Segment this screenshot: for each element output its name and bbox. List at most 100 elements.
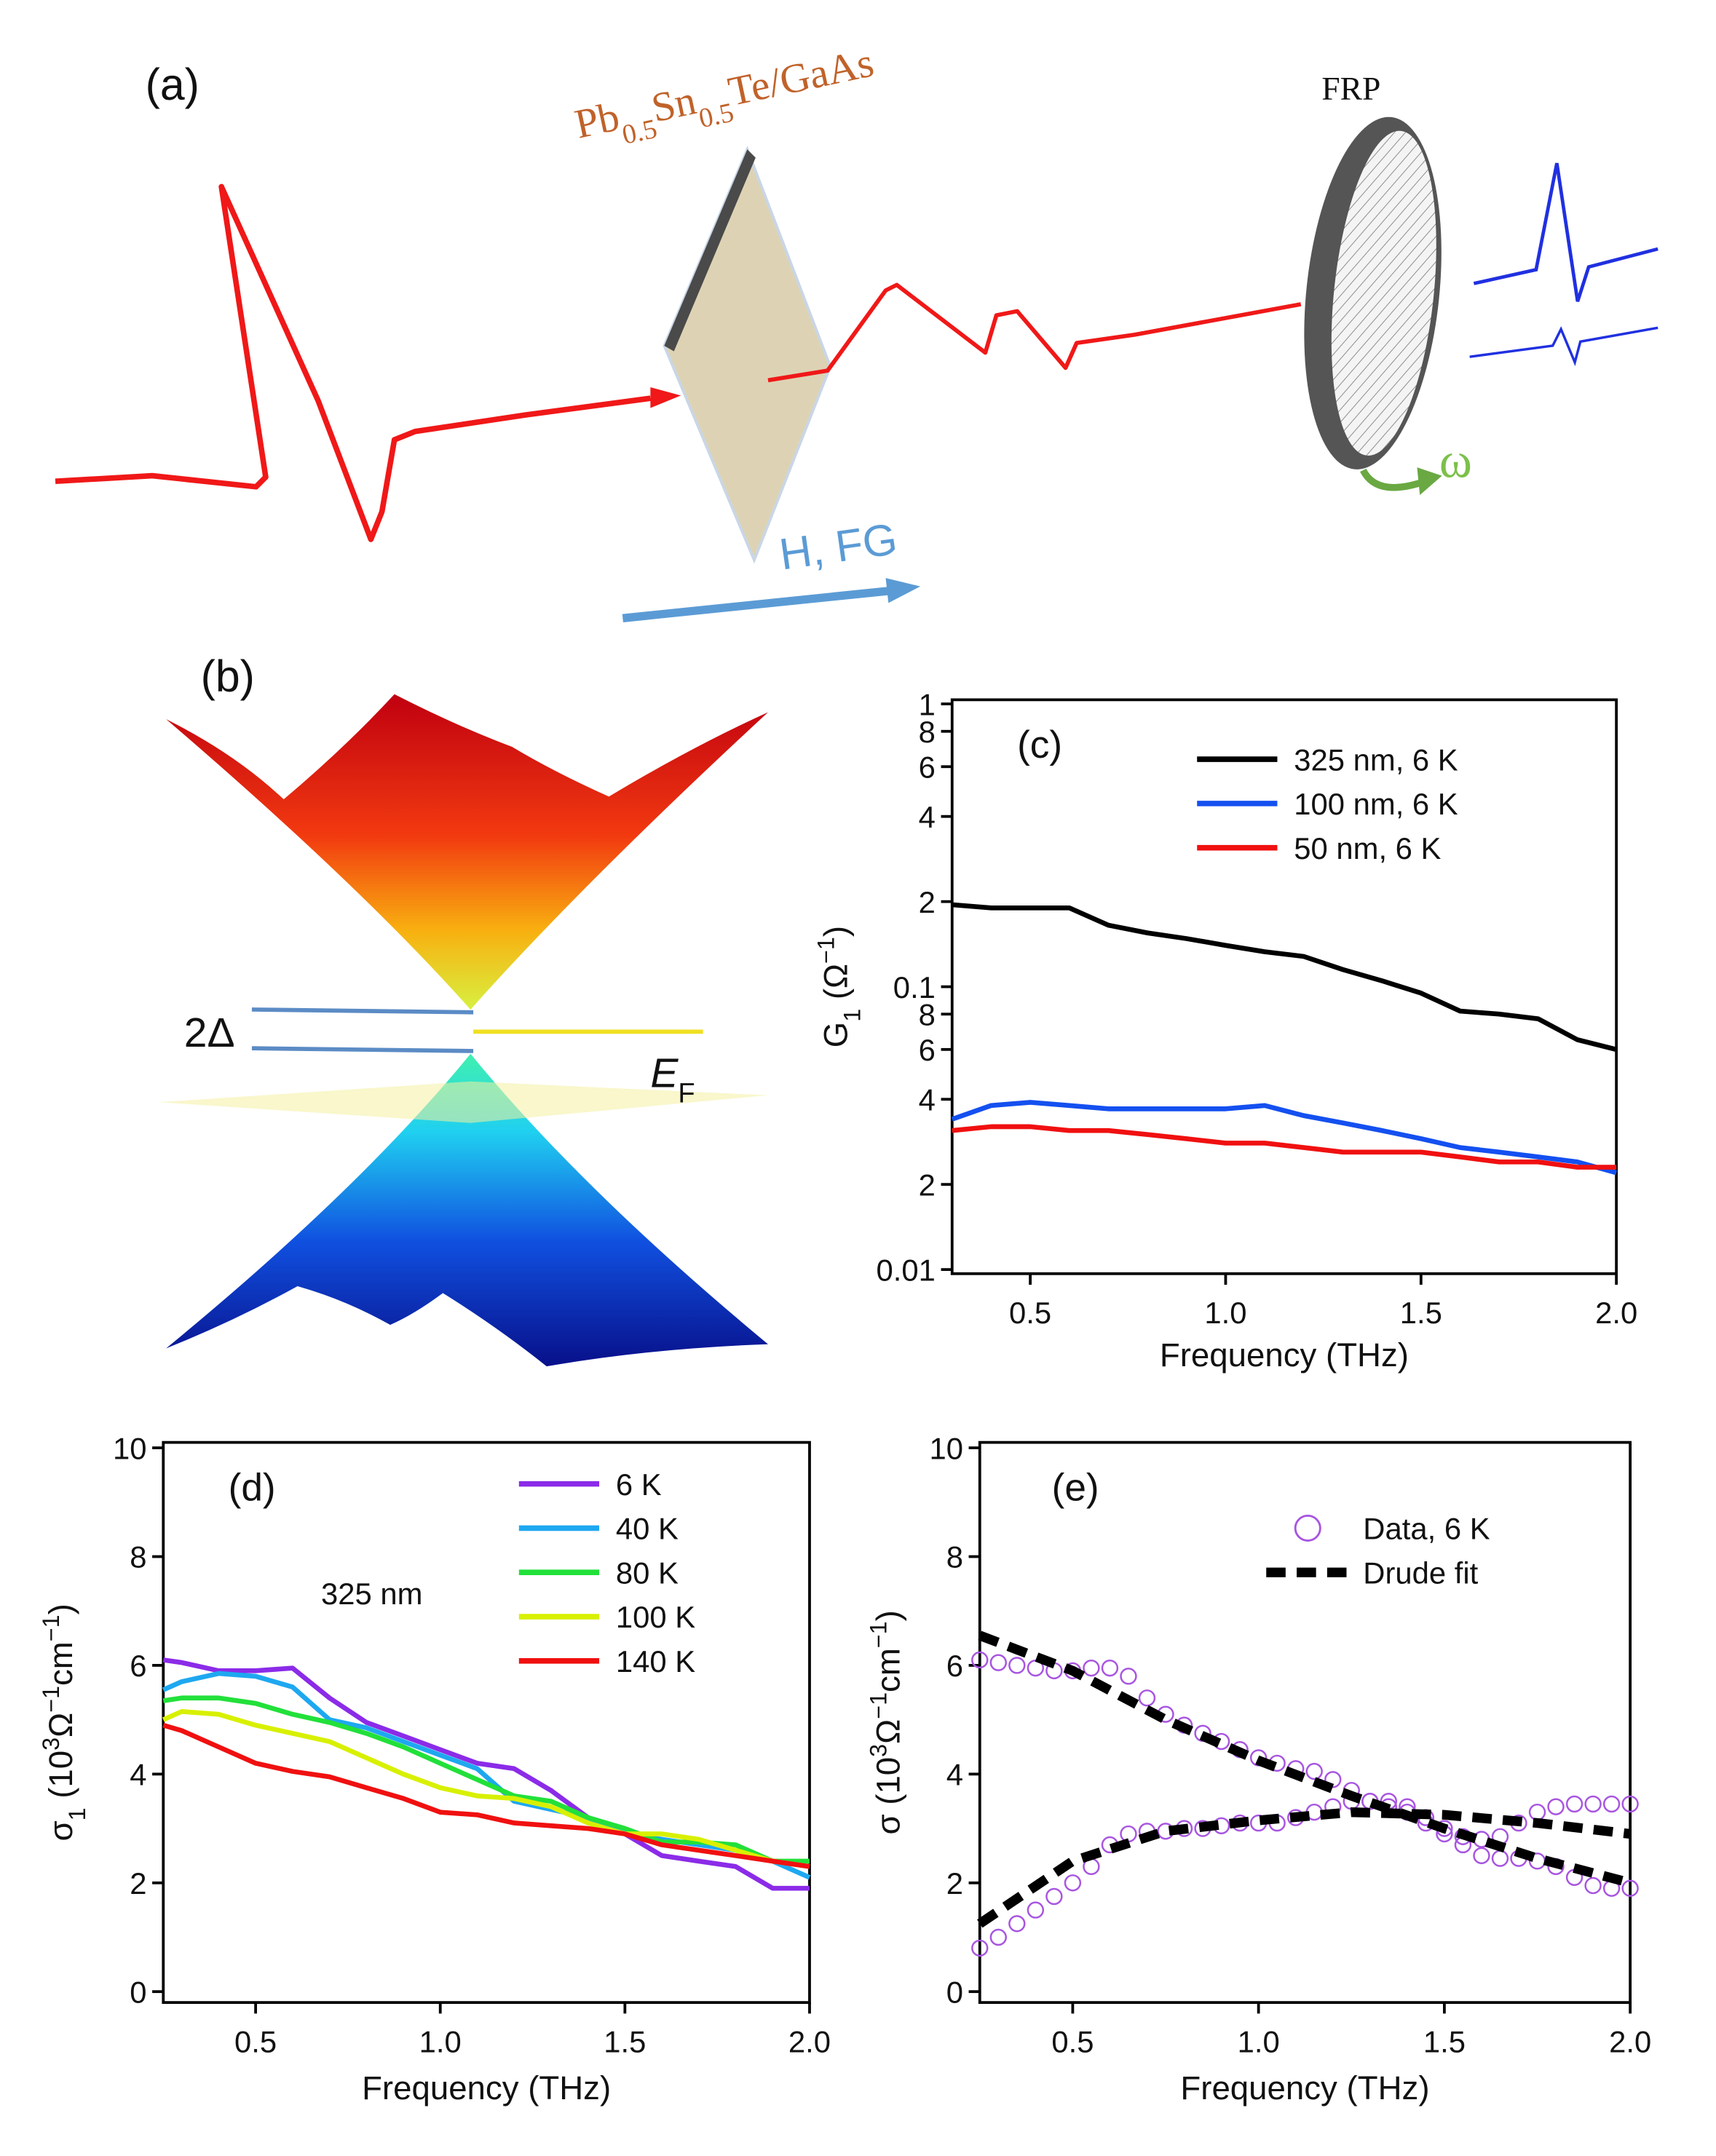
conduction-band — [166, 694, 768, 1010]
data-point — [1101, 1659, 1119, 1677]
x-tick-label: 0.5 — [1009, 1296, 1051, 1330]
fermi-part: E — [650, 1050, 679, 1096]
data-point — [1305, 1762, 1323, 1780]
x-tick-label: 1.0 — [1204, 1296, 1246, 1330]
y-tick-label: 4 — [130, 1758, 146, 1792]
series-line — [951, 1100, 1618, 1176]
x-tick-label: 1.0 — [1238, 2025, 1280, 2059]
legend-label: 100 nm, 6 K — [1294, 787, 1458, 821]
y-tick-label: 6 — [946, 1649, 963, 1683]
data-point — [1528, 1803, 1546, 1821]
gap-label: 2Δ — [184, 1010, 235, 1056]
annotation: 325 nm — [321, 1577, 422, 1611]
gap-edge — [251, 1007, 474, 1015]
x-axis-label: Frequency (THz) — [1160, 1336, 1409, 1374]
panel-b: (b) 2Δ EF — [159, 651, 768, 1367]
x-tick-label: 2.0 — [1609, 2025, 1651, 2059]
data-point — [1547, 1798, 1565, 1815]
sample-plate — [663, 146, 832, 564]
y-tick-label: 0 — [130, 1975, 146, 2009]
sample-label: Pb0.5Sn0.5Te/GaAs — [571, 39, 880, 159]
y-tick-label: 2 — [946, 1866, 963, 1901]
y-axis-label-part: −1 — [866, 1621, 892, 1648]
gap-edge — [251, 1046, 474, 1053]
data-point — [1083, 1659, 1100, 1677]
y-axis-label-part: G — [817, 1022, 854, 1047]
series-line — [952, 902, 1617, 1053]
field-arrow-head — [885, 578, 921, 603]
series-line — [162, 1695, 810, 1864]
data-point — [1473, 1847, 1490, 1865]
y-tick-label: 4 — [946, 1758, 963, 1792]
signal-strong — [1473, 162, 1658, 302]
field-arrow — [622, 586, 893, 622]
y-axis-label-part: −1 — [38, 1686, 64, 1713]
x-tick-label: 1.5 — [604, 2025, 646, 2059]
data-point — [1008, 1915, 1026, 1933]
plot-frame — [950, 698, 1618, 1275]
data-point — [1120, 1825, 1137, 1843]
legend-label: 100 K — [616, 1600, 695, 1634]
plate-edge — [664, 149, 756, 352]
x-axis-label: Frequency (THz) — [362, 2069, 611, 2107]
fermi-plane — [159, 1081, 768, 1123]
y-axis-label-part: 1 — [839, 1009, 865, 1022]
data-point — [1045, 1887, 1063, 1906]
series-line — [952, 1124, 1617, 1170]
data-point — [971, 1651, 989, 1669]
y-axis-label-part: −1 — [866, 1692, 892, 1719]
legend-label: 325 nm, 6 K — [1294, 742, 1458, 777]
y-axis-label-part: ) — [870, 1610, 907, 1621]
incident-pulse — [55, 183, 651, 542]
y-tick-label: 6 — [130, 1649, 146, 1683]
y-tick-label: 10 — [113, 1431, 147, 1465]
legend-label: 6 K — [616, 1467, 662, 1502]
y-tick-label: 6 — [919, 1033, 936, 1067]
y-tick-label: 6 — [919, 750, 936, 784]
sample-part: Te/GaAs — [724, 39, 878, 115]
data-point — [971, 1939, 989, 1957]
legend-swatch — [1294, 1514, 1321, 1542]
data-point — [1324, 1771, 1342, 1788]
y-tick-label: 0 — [946, 1975, 963, 2009]
valence-band — [166, 1053, 768, 1367]
transmitted-pulse — [767, 282, 1302, 383]
arrow-head — [650, 387, 681, 408]
rotation-arrow-head — [1417, 467, 1442, 496]
polarizer-grid — [1331, 130, 1436, 456]
data-point — [1565, 1795, 1583, 1813]
y-axis-label-part: cm — [870, 1648, 907, 1692]
x-tick-label: 0.5 — [234, 2025, 277, 2059]
panel-label: (b) — [201, 651, 255, 701]
series-line — [162, 1722, 810, 1869]
x-tick-label: 1.0 — [419, 2025, 462, 2059]
series-line — [162, 1709, 810, 1869]
legend-label: 40 K — [616, 1512, 679, 1546]
data-point — [1064, 1874, 1082, 1892]
x-tick-label: 2.0 — [788, 2025, 831, 2059]
y-tick-label: 2 — [919, 1168, 936, 1202]
data-point — [989, 1928, 1007, 1946]
panel-a: (a) Pb0.5Sn0.5Te/GaAs FRP ω H, FG — [55, 39, 1658, 622]
data-point — [989, 1654, 1007, 1671]
legend-label: 140 K — [616, 1644, 695, 1679]
y-axis-label: G1 (Ω−1) — [812, 926, 865, 1047]
series-line — [162, 1670, 811, 1880]
y-tick-label: 4 — [919, 1082, 936, 1117]
x-axis-label: Frequency (THz) — [1180, 2069, 1429, 2107]
plot-frame — [162, 1440, 811, 2005]
plot-frame — [978, 1440, 1632, 2005]
panel-label: (c) — [1017, 724, 1062, 766]
y-tick-label: 2 — [130, 1866, 146, 1901]
legend-label: Drude fit — [1363, 1555, 1478, 1590]
x-tick-label: 2.0 — [1595, 1296, 1637, 1330]
legend-label: Data, 6 K — [1363, 1512, 1490, 1546]
y-axis-label-part: Ω — [870, 1719, 907, 1744]
y-tick-label: 4 — [919, 800, 936, 834]
series-line — [978, 1630, 1632, 1888]
sample-part: 0.5 — [696, 97, 736, 134]
y-axis-label-part: 3 — [866, 1744, 892, 1757]
data-point — [1584, 1795, 1602, 1813]
data-point — [1491, 1850, 1509, 1867]
y-axis-label-part: σ — [42, 1820, 79, 1841]
